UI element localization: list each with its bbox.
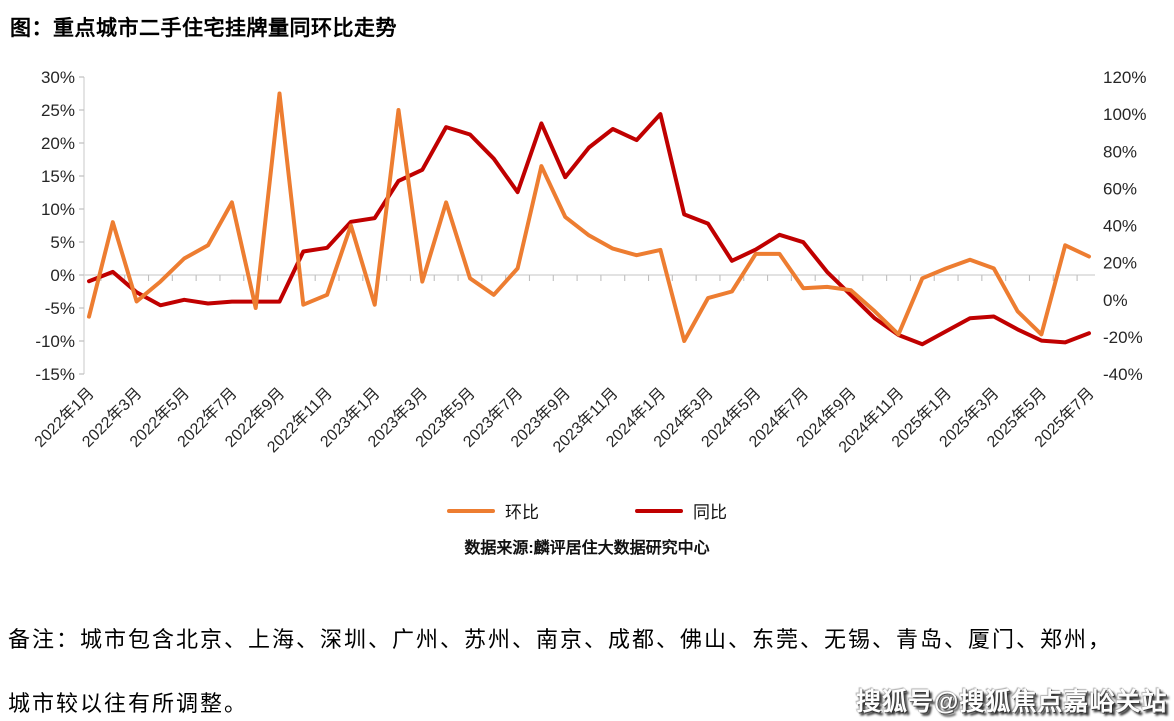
right-axis: 120% 100% 80% 60% 40% 20% 0% -20% -40%	[1103, 68, 1146, 384]
x-axis-labels: 2022年1月2022年3月2022年5月2022年7月2022年9月2022年…	[31, 384, 1098, 456]
chart-legend: 环比 同比	[0, 498, 1174, 523]
footnote-line-1: 备注：城市包含北京、上海、深圳、广州、苏州、南京、成都、佛山、东莞、无锡、青岛、…	[8, 627, 1113, 652]
yoy-legend-label: 同比	[693, 503, 727, 522]
left-axis-tick-label: 20%	[41, 134, 75, 153]
right-axis-tick-label: 120%	[1103, 68, 1146, 87]
mom-line-swatch	[447, 508, 495, 513]
data-source-caption: 数据来源:麟评居住大数据研究中心	[464, 540, 710, 557]
left-axis-tick-label: 15%	[41, 167, 75, 186]
left-axis-tick-label: 25%	[41, 101, 75, 120]
line-chart: 30% 25% 20% 15% 10% 5% 0% -5% -10% -15% 120% 100% 80…	[31, 68, 1146, 456]
right-axis-tick-label: 0%	[1103, 291, 1128, 310]
left-axis-tick-label: -10%	[35, 332, 75, 351]
right-axis-tick-label: 80%	[1103, 142, 1137, 161]
left-axis-tick-label: -15%	[35, 365, 75, 384]
mom-legend-label: 环比	[505, 503, 539, 522]
watermark-sohu-badge: 搜狐号@搜狐焦点嘉峪关站	[856, 688, 1168, 716]
x-axis	[84, 274, 1095, 281]
right-axis-tick-label: 20%	[1103, 254, 1137, 273]
right-axis-tick-label: -40%	[1103, 365, 1143, 384]
right-axis-tick-label: -20%	[1103, 328, 1143, 347]
left-axis-tick-label: 5%	[50, 233, 75, 252]
yoy-line-swatch	[635, 508, 683, 513]
right-axis-tick-label: 40%	[1103, 217, 1137, 236]
right-axis-tick-label: 60%	[1103, 179, 1137, 198]
footnote-line-2: 城市较以往有所调整。	[8, 691, 249, 716]
legend-item-mom[interactable]: 环比	[447, 498, 539, 523]
right-axis-tick-label: 100%	[1103, 105, 1146, 124]
left-axis-tick-label: 10%	[41, 200, 75, 219]
chart-title: 图：重点城市二手住宅挂牌量同环比走势	[10, 17, 397, 40]
left-axis: 30% 25% 20% 15% 10% 5% 0% -5% -10% -15%	[35, 68, 85, 384]
legend-item-yoy[interactable]: 同比	[635, 498, 727, 523]
mom-series-line[interactable]	[87, 91, 1091, 343]
left-axis-tick-label: -5%	[45, 299, 75, 318]
left-axis-tick-label: 0%	[50, 266, 75, 285]
left-axis-tick-label: 30%	[41, 68, 75, 87]
